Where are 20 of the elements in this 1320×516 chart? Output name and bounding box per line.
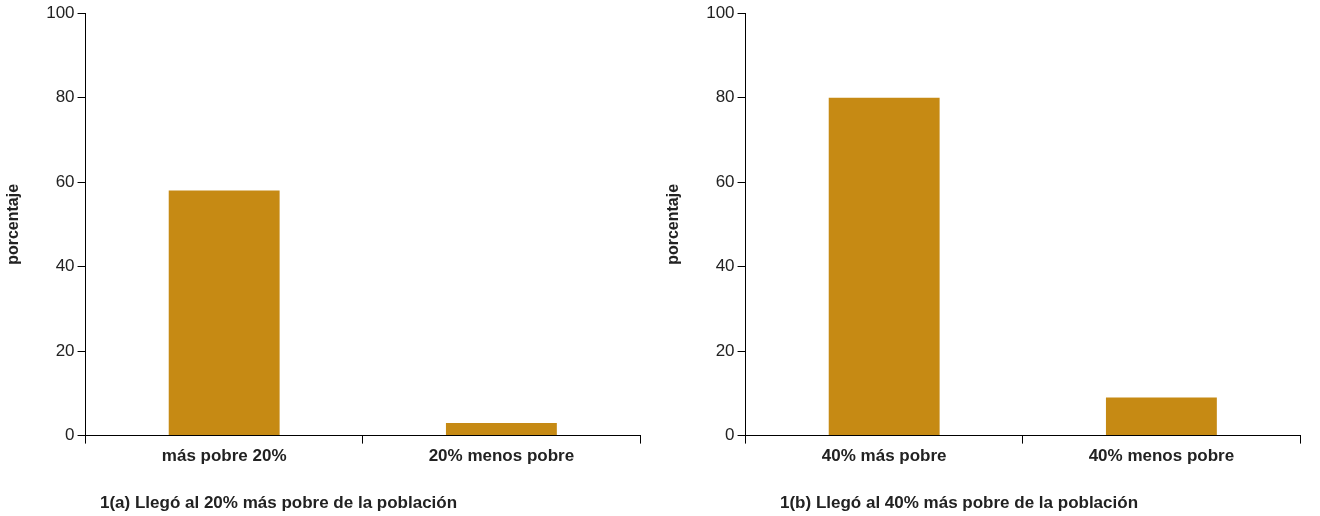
y-tick-label: 80 [715, 87, 735, 107]
y-tick-label: 60 [55, 171, 75, 191]
y-tick-label: 20 [715, 340, 735, 360]
x-tick-label: 20% menos pobre [428, 446, 575, 466]
text: 1(b) Llegó al 40% más pobre de la población [780, 493, 1139, 513]
y-tick-label: 60 [715, 171, 735, 191]
x-tick-label: más pobre 20% [161, 446, 287, 466]
y-axis-title: porcentaje [4, 183, 22, 265]
y-tick-label: 0 [725, 425, 735, 445]
x-tick-label: 40% más pobre [821, 446, 947, 466]
y-tick-label: 100 [46, 2, 75, 22]
y-tick-label: 100 [706, 2, 735, 22]
text: 1(a) Llegó al 20% más pobre de la población [100, 493, 458, 513]
x-tick-label: 40% menos pobre [1088, 446, 1235, 466]
y-tick-label: 80 [55, 87, 75, 107]
y-tick-label: 40 [715, 256, 735, 276]
y-tick-label: 20 [55, 340, 75, 360]
y-tick-label: 0 [65, 425, 75, 445]
y-tick-label: 40 [55, 256, 75, 276]
y-axis-title: porcentaje [664, 183, 682, 265]
